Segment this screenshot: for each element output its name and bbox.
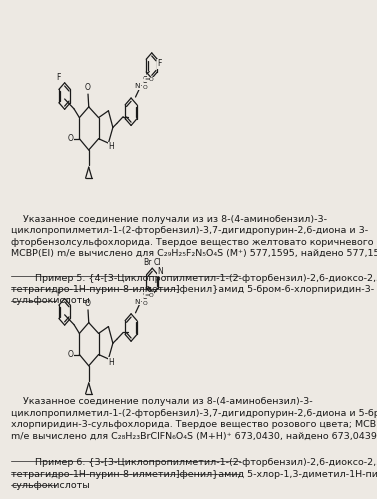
Text: H: H (137, 83, 143, 89)
Text: Указанное соединение получали из из 8-(4-аминобензил)-3-
циклопропилметил-1-(2-ф: Указанное соединение получали из из 8-(4… (11, 215, 377, 258)
Text: O: O (85, 83, 91, 92)
Text: S: S (143, 76, 147, 85)
Text: Br: Br (144, 258, 152, 267)
Text: O: O (143, 85, 147, 90)
Text: S: S (143, 291, 147, 301)
Text: N: N (158, 267, 163, 276)
Text: H: H (137, 299, 143, 305)
Text: O: O (85, 299, 91, 308)
Text: F: F (157, 59, 161, 68)
Text: O: O (143, 300, 147, 305)
Text: Cl: Cl (154, 258, 161, 267)
Text: H: H (108, 142, 114, 151)
Text: H: H (108, 358, 114, 367)
Text: F: F (56, 73, 60, 82)
Text: =O: =O (144, 77, 154, 82)
Text: N: N (135, 298, 140, 304)
Text: =O: =O (144, 293, 154, 298)
Text: N: N (135, 83, 140, 89)
Text: O: O (67, 350, 74, 359)
Text: F: F (56, 289, 60, 298)
Text: Указанное соединение получали из 8-(4-аминобензил)-3-
циклопропилметил-1-(2-фтор: Указанное соединение получали из 8-(4-ам… (11, 397, 377, 441)
Text: Пример 6. {3-[3-Циклопропилметил-1-(2-фторбензил)-2,6-диоксо-2,3,6,7-
тетрагидро: Пример 6. {3-[3-Циклопропилметил-1-(2-фт… (11, 459, 377, 491)
Text: O: O (67, 134, 74, 143)
Text: Пример 5. {4-[3-Циклопропилметил-1-(2-фторбензил)-2,6-диоксо-2,3,6,7-
тетрагидро: Пример 5. {4-[3-Циклопропилметил-1-(2-фт… (11, 273, 377, 305)
